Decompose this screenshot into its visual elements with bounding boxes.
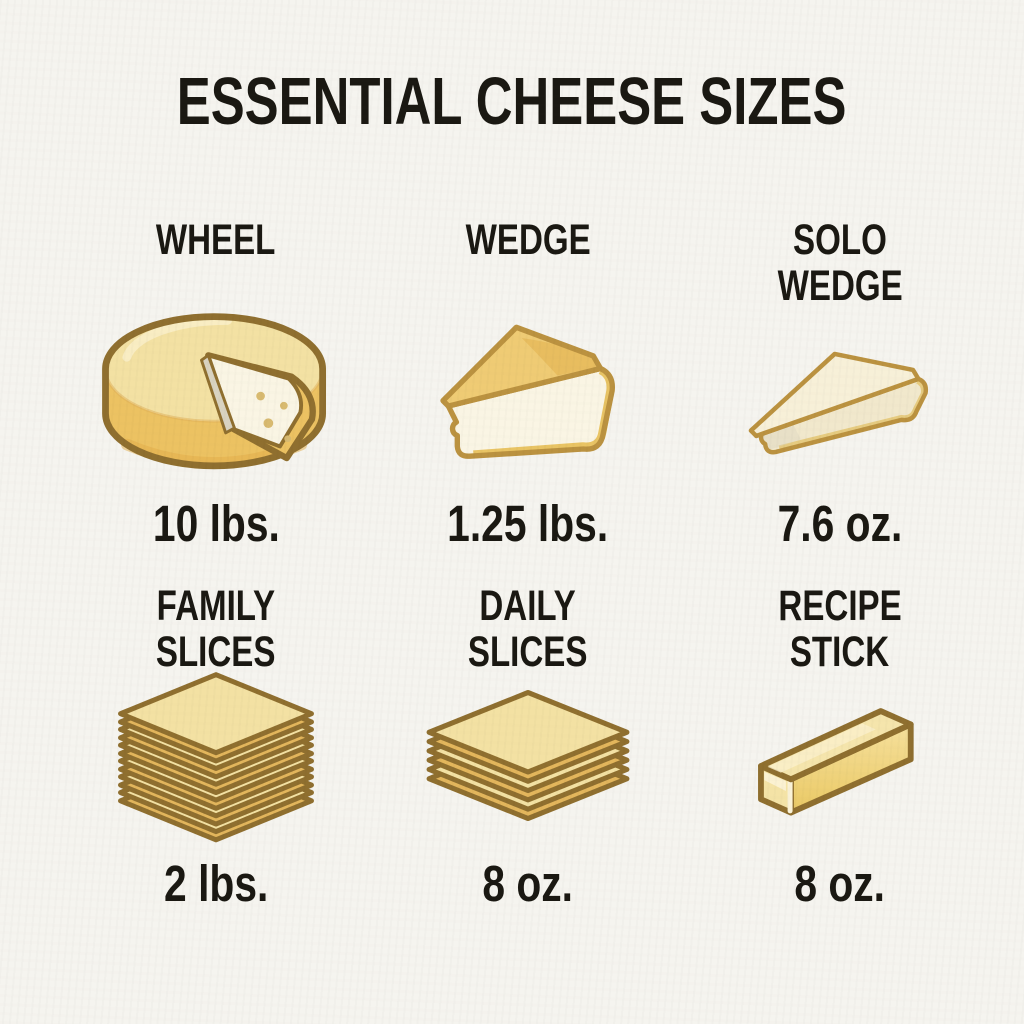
family-slices-stack-icon <box>112 673 320 849</box>
item-label-line: WEDGE <box>465 216 591 265</box>
item-weight: 10 lbs. <box>152 495 280 553</box>
solo-front-face <box>756 378 926 452</box>
item-label: DAILY SLICES <box>450 583 605 675</box>
item-label-line: WHEEL <box>156 216 276 265</box>
item-label: SOLO WEDGE <box>759 217 921 309</box>
page-title-text: ESSENTIAL CHEESE SIZES <box>177 64 847 139</box>
item-weight: 2 lbs. <box>163 855 269 913</box>
item-label-line: SLICES <box>468 628 588 677</box>
cut-shadow <box>200 353 236 435</box>
stick-end-highlight <box>764 771 786 791</box>
slice-stack <box>429 693 627 819</box>
cheese-item-daily-slices: DAILY SLICES 8 oz. <box>372 583 684 917</box>
item-label-line: WEDGE <box>777 262 903 311</box>
wheel-top-highlight <box>122 316 232 362</box>
page-title: ESSENTIAL CHEESE SIZES <box>0 0 1024 139</box>
wheel-outline <box>102 313 327 470</box>
solo-cheese-wedge-icon <box>748 351 929 454</box>
item-label-line: FAMILY <box>156 582 276 631</box>
item-label-line: SLICES <box>156 628 276 677</box>
stick-top-highlight <box>767 723 876 773</box>
cheese-hole-dots <box>256 391 292 443</box>
item-weight: 8 oz. <box>794 855 886 913</box>
solo-front-outline <box>754 376 929 454</box>
item-label-line: STICK <box>790 628 890 677</box>
cheese-grid: WHEEL 10 <box>60 217 996 917</box>
wedge-top-shade <box>521 338 599 376</box>
wedge-front-face <box>448 368 613 457</box>
item-weight: 8 oz. <box>482 855 574 913</box>
item-weight: 7.6 oz. <box>777 495 903 553</box>
item-label-line: RECIPE <box>778 582 902 631</box>
item-label-line: DAILY <box>479 582 577 631</box>
cut-wedge-face <box>206 353 303 449</box>
cheese-wedge-icon <box>440 324 615 459</box>
cheese-item-family-slices: FAMILY SLICES 2 lbs. <box>60 583 372 917</box>
solo-top-face <box>748 351 921 438</box>
cheese-sizes-infographic: ESSENTIAL CHEESE SIZES WHEEL <box>0 0 1024 917</box>
item-label: WHEEL <box>138 217 293 309</box>
cheese-item-solo-wedge: SOLO WEDGE 7.6 oz. <box>684 217 996 557</box>
slice-stack <box>121 675 312 840</box>
wedge-top-outline <box>440 324 604 409</box>
item-label: FAMILY SLICES <box>138 583 293 675</box>
item-label: WEDGE <box>447 217 609 309</box>
cheese-item-recipe-stick: RECIPE STICK 8 oz. <box>684 583 996 917</box>
item-weight: 1.25 lbs. <box>447 495 609 553</box>
cheese-wheel-icon <box>102 313 327 470</box>
cheese-item-wedge: WEDGE 1.25 lbs. <box>372 217 684 557</box>
item-label: RECIPE STICK <box>760 583 920 675</box>
cheese-item-wheel: WHEEL 10 <box>60 217 372 557</box>
wedge-front-outline <box>445 365 615 459</box>
item-label-line: SOLO <box>793 216 887 265</box>
daily-slices-stack-icon <box>422 690 634 832</box>
recipe-stick-icon <box>758 708 914 816</box>
